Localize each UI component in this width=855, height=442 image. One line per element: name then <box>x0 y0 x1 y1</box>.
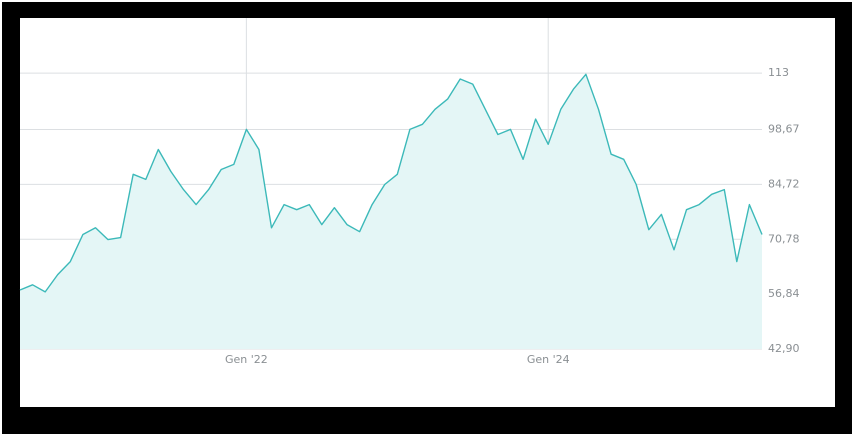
y-tick-label: 70,78 <box>768 232 800 245</box>
y-tick-label: 42,90 <box>768 342 800 355</box>
area <box>20 74 762 350</box>
y-tick-label: 113 <box>768 66 789 79</box>
y-tick-label: 98,67 <box>768 123 800 136</box>
y-tick-label: 56,84 <box>768 287 800 300</box>
x-tick-label: Gen '22 <box>225 353 268 366</box>
x-tick-label: Gen '24 <box>527 353 570 366</box>
line <box>19 73 763 293</box>
y-tick-label: 84,72 <box>768 177 800 190</box>
